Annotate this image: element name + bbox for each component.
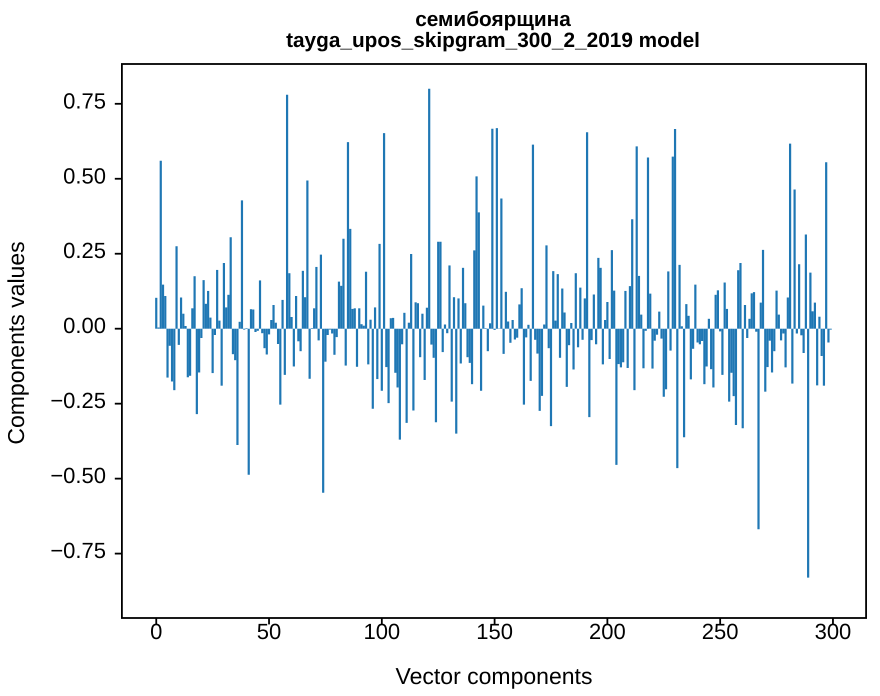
svg-text:−0.50: −0.50 bbox=[50, 463, 106, 488]
svg-text:0.75: 0.75 bbox=[63, 88, 106, 113]
svg-text:250: 250 bbox=[702, 619, 739, 644]
svg-text:0.25: 0.25 bbox=[63, 238, 106, 263]
svg-text:семибоярщина: семибоярщина bbox=[415, 8, 571, 31]
svg-text:−0.75: −0.75 bbox=[50, 538, 106, 563]
svg-text:−0.25: −0.25 bbox=[50, 388, 106, 413]
svg-text:50: 50 bbox=[257, 619, 281, 644]
svg-text:tayga_upos_skipgram_300_2_2019: tayga_upos_skipgram_300_2_2019 model bbox=[286, 29, 700, 52]
svg-text:0: 0 bbox=[150, 619, 162, 644]
svg-text:0.50: 0.50 bbox=[63, 163, 106, 188]
svg-text:150: 150 bbox=[476, 619, 513, 644]
svg-text:0.00: 0.00 bbox=[63, 313, 106, 338]
svg-text:200: 200 bbox=[589, 619, 626, 644]
svg-text:300: 300 bbox=[815, 619, 852, 644]
svg-text:Components values: Components values bbox=[3, 241, 29, 444]
svg-text:100: 100 bbox=[363, 619, 400, 644]
svg-text:Vector components: Vector components bbox=[396, 663, 593, 689]
